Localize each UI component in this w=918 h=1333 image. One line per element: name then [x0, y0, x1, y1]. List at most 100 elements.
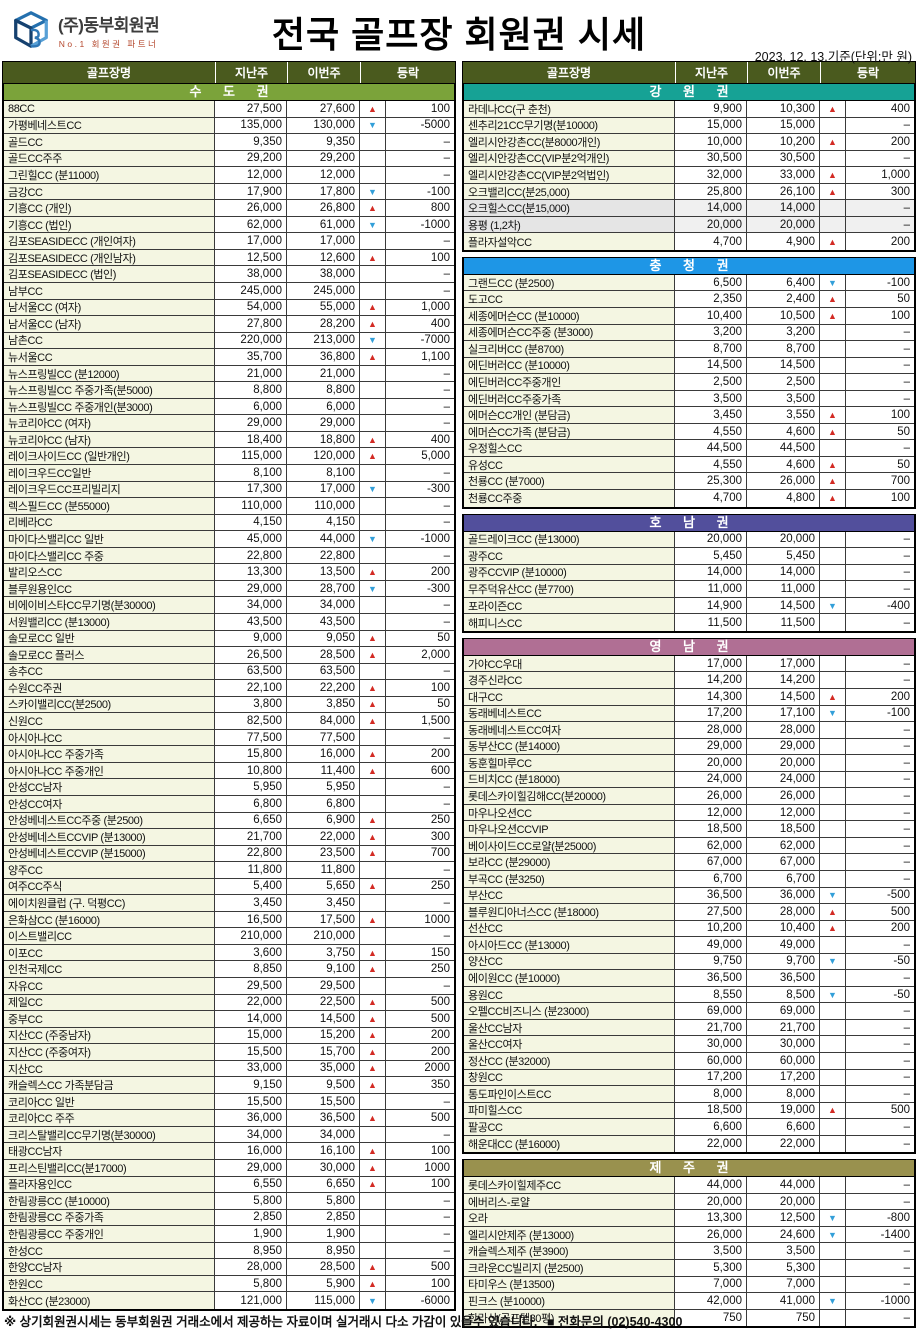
last-week-price: 13,300: [675, 1210, 747, 1226]
change-value: –: [846, 854, 914, 870]
last-week-price: 9,350: [215, 134, 287, 150]
change-value: –: [846, 581, 914, 597]
this-week-price: 20,000: [747, 1193, 820, 1210]
table-row: 뉴코리아CC (남자) 18,400 18,800 ▲ 400: [4, 431, 454, 449]
this-week-price: 33,000: [747, 167, 820, 183]
last-week-price: 29,000: [215, 415, 287, 431]
column-header-last: 지난주: [215, 62, 287, 83]
change-value: –: [386, 779, 454, 795]
table-row: 엘리시안강촌CC(VIP분2억개인) 30,500 30,500–: [464, 150, 914, 168]
change-value: –: [386, 167, 454, 183]
no-change-cell: [820, 200, 846, 216]
table-row: 블루원디아너스CC (분18000) 27,500 28,000 ▲ 500: [464, 904, 914, 921]
this-week-price: 6,600: [747, 1119, 820, 1135]
no-change-cell: [820, 564, 846, 581]
course-name: 인천국제CC: [4, 961, 215, 977]
this-week-price: 28,500: [287, 647, 360, 663]
course-name: 에딘버러CC주중개인: [464, 374, 675, 390]
up-arrow-icon: ▲: [820, 291, 846, 308]
table-row: 아시아나CC 주중가족 15,800 16,000 ▲ 200: [4, 746, 454, 763]
last-week-price: 29,000: [675, 738, 747, 755]
last-week-price: 25,800: [675, 183, 747, 200]
table-row: 에버리스-로얄 20,000 20,000–: [464, 1193, 914, 1211]
last-week-price: 9,900: [675, 101, 747, 117]
table-row: 렉스필드CC (분55000) 110,000 110,000–: [4, 498, 454, 515]
this-week-price: 10,400: [747, 920, 820, 937]
change-value: 50: [846, 423, 914, 440]
column-header-this: 이번주: [747, 62, 820, 83]
this-week-price: 36,000: [747, 887, 820, 904]
course-name: 캐슬렉스CC 가족분담금: [4, 1077, 215, 1093]
table-row: 인천국제CC 8,850 9,100 ▲ 250: [4, 961, 454, 978]
change-value: 200: [846, 134, 914, 150]
last-week-price: 14,200: [675, 672, 747, 688]
change-value: 300: [386, 829, 454, 845]
table-row: 김포SEASIDECC (법인) 38,000 38,000–: [4, 266, 454, 284]
table-row: 양주CC 11,800 11,800–: [4, 862, 454, 879]
course-name: 동부산CC (분14000): [464, 738, 675, 755]
up-arrow-icon: ▲: [360, 829, 386, 845]
this-week-price: 12,000: [287, 167, 360, 183]
table-row: 한림광릉CC 주중개인 1,900 1,900–: [4, 1226, 454, 1243]
this-week-price: 20,000: [747, 531, 820, 548]
course-name: 보라CC (분29000): [464, 854, 675, 870]
change-value: 500: [386, 1011, 454, 1027]
no-change-cell: [820, 1052, 846, 1069]
change-value: –: [846, 1243, 914, 1259]
course-name: 드비치CC (분18000): [464, 771, 675, 788]
this-week-price: 14,500: [747, 357, 820, 374]
course-name: 신원CC: [4, 713, 215, 729]
change-value: –: [386, 547, 454, 564]
course-name: 타미우스 (분13500): [464, 1276, 675, 1293]
no-change-cell: [360, 1093, 386, 1110]
table-row: 가야CC우대 17,000 17,000–: [464, 655, 914, 673]
change-value: 500: [846, 904, 914, 920]
change-value: –: [846, 771, 914, 788]
course-name: 아시아드CC (분13000): [464, 937, 675, 953]
change-value: –: [386, 415, 454, 431]
last-week-price: 20,000: [675, 216, 747, 233]
this-week-price: 8,950: [287, 1242, 360, 1259]
this-week-price: 750: [747, 1309, 820, 1327]
this-week-price: 8,500: [747, 986, 820, 1003]
this-week-price: 8,100: [287, 465, 360, 481]
table-row: 한양CC남자 28,000 28,500 ▲ 500: [4, 1259, 454, 1276]
table-row: 울산CC남자 21,700 21,700–: [464, 1019, 914, 1037]
change-value: –: [846, 1193, 914, 1210]
course-name: 렉스필드CC (분55000): [4, 498, 215, 514]
course-name: 세종에머슨CC주중 (분3000): [464, 324, 675, 341]
last-week-price: 69,000: [675, 1003, 747, 1019]
this-week-price: 20,000: [747, 755, 820, 771]
table-row: 세종에머슨CC (분10000) 10,400 10,500 ▲ 100: [464, 308, 914, 325]
course-name: 금강CC: [4, 183, 215, 200]
last-week-price: 24,000: [675, 771, 747, 788]
course-name: 캐슬렉스제주 (분3900): [464, 1243, 675, 1259]
table-row: 제일CC 22,000 22,500 ▲ 500: [4, 994, 454, 1012]
last-week-price: 26,000: [675, 1226, 747, 1243]
course-name: 한림광릉CC (분10000): [4, 1193, 215, 1209]
table-row: 양산CC 9,750 9,700 ▼ -50: [464, 953, 914, 971]
change-value: 100: [386, 101, 454, 117]
no-change-cell: [820, 970, 846, 986]
last-week-price: 5,800: [215, 1193, 287, 1209]
last-week-price: 11,500: [675, 614, 747, 631]
no-change-cell: [360, 663, 386, 680]
course-name: 엘리시안강촌CC(분8000개인): [464, 134, 675, 150]
up-arrow-icon: ▲: [820, 490, 846, 507]
this-week-price: 2,500: [747, 374, 820, 390]
last-week-price: 18,500: [675, 1102, 747, 1119]
column-header-chg: 등락: [820, 62, 915, 83]
course-name: 동훈힐마루CC: [464, 755, 675, 771]
last-week-price: 21,000: [215, 365, 287, 382]
course-name: 마우나오션CCVIP: [464, 821, 675, 837]
no-change-cell: [360, 1242, 386, 1259]
course-name: 기흥CC (개인): [4, 200, 215, 216]
course-name: 선산CC: [464, 920, 675, 937]
course-name: 블루원디아너스CC (분18000): [464, 904, 675, 920]
no-change-cell: [820, 216, 846, 233]
this-week-price: 35,000: [287, 1060, 360, 1077]
no-change-cell: [820, 374, 846, 390]
table-row: 에딘버러CC주중가족 3,500 3,500–: [464, 390, 914, 408]
course-name: 남서울CC (남자): [4, 316, 215, 332]
change-value: –: [846, 1019, 914, 1036]
